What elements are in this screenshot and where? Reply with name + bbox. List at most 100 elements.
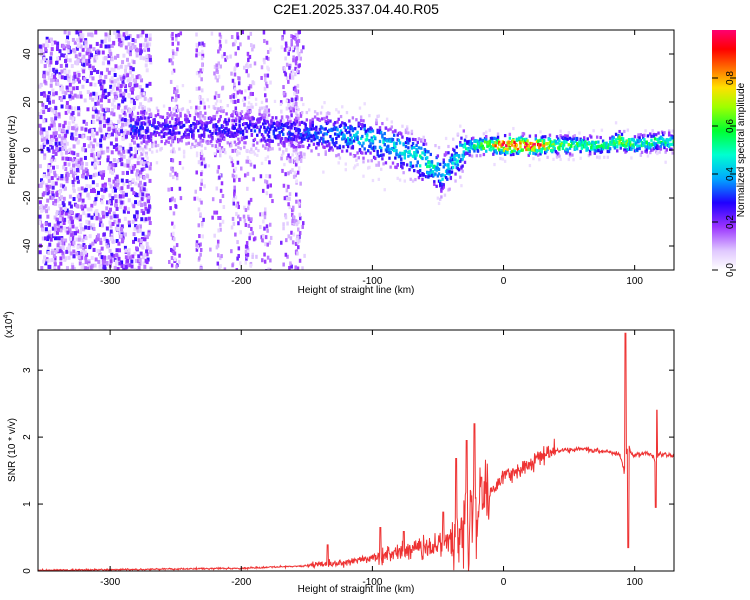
heatmap-cell (584, 140, 587, 144)
heatmap-cell (39, 115, 43, 120)
heatmap-cell (667, 144, 671, 148)
heatmap-cell (128, 223, 132, 228)
heatmap-cell (87, 144, 91, 149)
heatmap-cell (244, 260, 248, 265)
heatmap-cell (135, 172, 139, 177)
heatmap-cell (147, 98, 151, 103)
heatmap-cell (349, 138, 352, 142)
x-tick-label: -100 (362, 276, 382, 287)
heatmap-cell (388, 156, 391, 160)
heatmap-cell (162, 104, 166, 108)
heatmap-cell (140, 236, 144, 241)
heatmap-cell (286, 125, 290, 129)
heatmap-cell (222, 204, 226, 209)
heatmap-cell (65, 105, 69, 110)
heatmap-cell (351, 116, 355, 120)
heatmap-cell (243, 145, 246, 149)
heatmap-cell (67, 162, 71, 167)
heatmap-cell (266, 184, 270, 189)
heatmap-cell (75, 94, 79, 99)
heatmap-cell (59, 228, 63, 233)
heatmap-cell (279, 100, 283, 105)
heatmap-cell (219, 227, 222, 232)
heatmap-cell (301, 224, 304, 229)
heatmap-cell (300, 49, 303, 54)
heatmap-cell (253, 152, 257, 156)
heatmap-cell (367, 159, 370, 163)
heatmap-cell (172, 147, 175, 151)
heatmap-cell (248, 159, 252, 164)
heatmap-cell (276, 124, 279, 128)
heatmap-cell (70, 233, 74, 238)
heatmap-cell (456, 132, 460, 136)
heatmap-cell (110, 67, 114, 72)
heatmap-cell (291, 68, 295, 73)
heatmap-cell (118, 118, 122, 123)
heatmap-cell (134, 224, 138, 229)
heatmap-cell (189, 123, 193, 128)
heatmap-cell (318, 118, 322, 122)
heatmap-cell (294, 59, 298, 64)
heatmap-cell (300, 139, 304, 143)
heatmap-cell (296, 106, 299, 110)
heatmap-cell (374, 136, 377, 140)
heatmap-cell (265, 180, 269, 185)
heatmap-cell (140, 121, 143, 125)
heatmap-cell (284, 252, 288, 257)
heatmap-cell (410, 131, 414, 136)
heatmap-cell (526, 139, 529, 143)
heatmap-cell (93, 82, 97, 87)
heatmap-cell (104, 187, 108, 192)
heatmap-cell (94, 95, 98, 100)
heatmap-cell (200, 88, 204, 93)
heatmap-cell (284, 172, 287, 177)
heatmap-cell (149, 138, 153, 142)
heatmap-cell (312, 142, 316, 146)
heatmap-cell (232, 110, 235, 114)
heatmap-cell (39, 130, 43, 135)
heatmap-cell (38, 164, 42, 169)
heatmap-cell (72, 243, 76, 248)
heatmap-cell (113, 127, 117, 132)
heatmap-cell (230, 134, 233, 138)
heatmap-cell (103, 55, 107, 60)
heatmap-cell (634, 141, 638, 146)
heatmap-cell (172, 224, 176, 229)
heatmap-cell (139, 127, 142, 131)
heatmap-cell (173, 251, 177, 256)
heatmap-cell (630, 147, 633, 151)
heatmap-cell (361, 125, 364, 129)
heatmap-cell (200, 56, 204, 61)
heatmap-cell (156, 113, 160, 117)
heatmap-cell (280, 45, 283, 50)
heatmap-cell (269, 193, 272, 198)
heatmap-cell (68, 96, 72, 101)
heatmap-cell (295, 119, 299, 124)
heatmap-cell (110, 252, 114, 257)
heatmap-cell (129, 115, 133, 119)
heatmap-cell (63, 30, 67, 35)
heatmap-cell (221, 54, 224, 59)
heatmap-cell (605, 141, 608, 145)
heatmap-cell (199, 68, 202, 73)
heatmap-cell (148, 162, 152, 167)
heatmap-cell (410, 129, 414, 133)
heatmap-cell (312, 127, 316, 131)
heatmap-cell (333, 121, 337, 125)
heatmap-cell (173, 150, 176, 154)
heatmap-cell (48, 107, 52, 112)
heatmap-cell (46, 191, 50, 196)
heatmap-cell (234, 99, 237, 104)
heatmap-cell (65, 141, 69, 146)
heatmap-cell (236, 113, 239, 117)
heatmap-cell (220, 254, 223, 259)
heatmap-cell (52, 109, 56, 114)
heatmap-cell (498, 148, 501, 152)
heatmap-cell (407, 141, 410, 145)
heatmap-cell (649, 145, 652, 150)
heatmap-cell (171, 55, 175, 60)
heatmap-cell (171, 41, 174, 46)
heatmap-cell (216, 148, 220, 153)
heatmap-cell (65, 208, 69, 213)
heatmap-cell (276, 121, 279, 125)
